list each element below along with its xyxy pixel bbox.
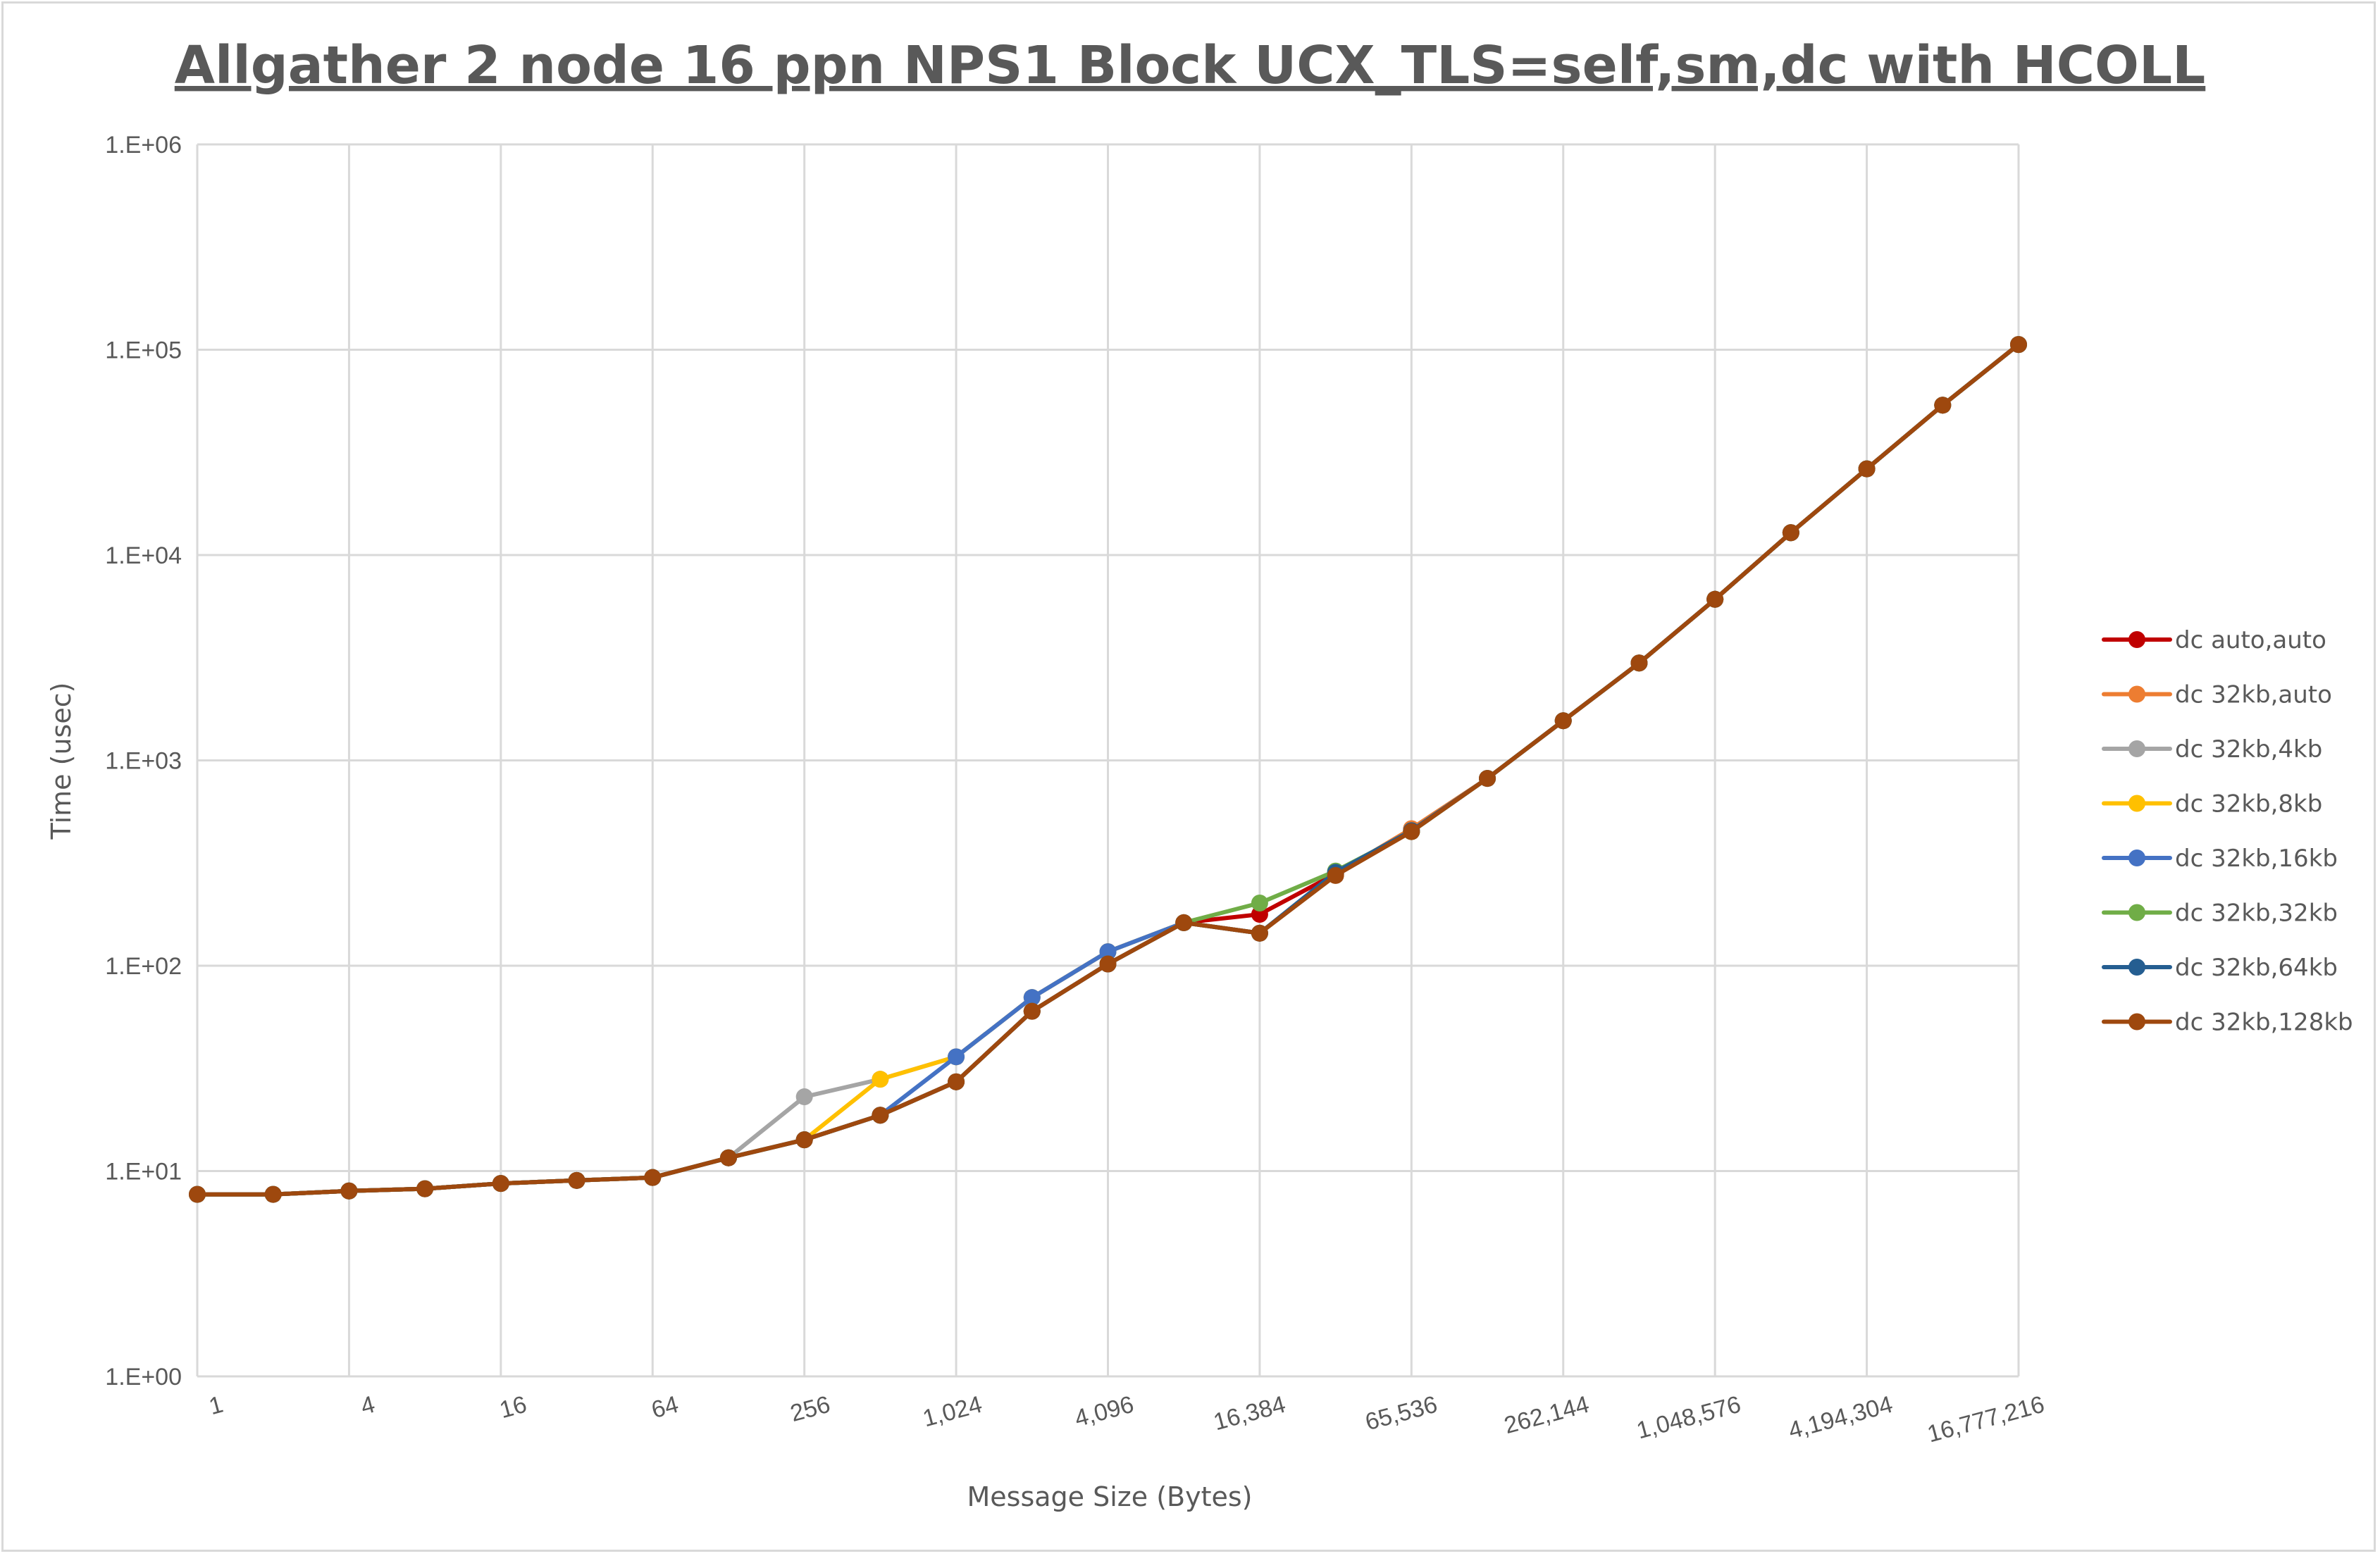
legend-label: dc 32kb,64kb	[2175, 954, 2338, 982]
data-point	[1706, 590, 1724, 608]
x-tick-label: 4,096	[1072, 1391, 1136, 1433]
y-axis-title: Time (usec)	[46, 683, 77, 840]
data-point	[568, 1171, 585, 1189]
x-tick-label: 1,048,576	[1634, 1391, 1744, 1445]
x-axis-ticks: 1 4 16 64 256 1,024 4,096 16,384 65,536 262,144 1,…	[206, 1391, 2047, 1448]
data-point	[1479, 770, 1496, 788]
y-tick-label: 1.E+01	[105, 1159, 182, 1185]
legend-label: dc 32kb,128kb	[2175, 1009, 2353, 1037]
data-point	[1099, 955, 1117, 973]
data-point	[644, 1169, 662, 1186]
x-tick-label: 256	[788, 1391, 833, 1427]
legend-marker	[2128, 904, 2145, 921]
chart-title: Allgather 2 node 16 ppn NPS1 Block UCX_T…	[175, 35, 2206, 96]
data-point	[1934, 397, 1952, 414]
legend-item: dc 32kb,32kb	[2102, 900, 2338, 928]
x-axis-title: Message Size (Bytes)	[967, 1481, 1253, 1512]
legend-item: dc 32kb,64kb	[2102, 954, 2338, 982]
data-point	[492, 1175, 509, 1193]
data-point	[1023, 1002, 1041, 1020]
legend-item: dc 32kb,16kb	[2102, 845, 2338, 873]
data-point	[719, 1149, 737, 1166]
data-point	[795, 1131, 813, 1149]
x-tick-label: 16	[497, 1391, 529, 1424]
legend-item: dc 32kb,128kb	[2102, 1009, 2353, 1037]
legend-label: dc 32kb,32kb	[2175, 900, 2338, 928]
x-tick-label: 4	[358, 1391, 378, 1421]
y-tick-label: 1.E+03	[105, 748, 182, 775]
y-tick-label: 1.E+05	[105, 337, 182, 364]
data-point	[1175, 914, 1193, 931]
x-tick-label: 64	[649, 1391, 681, 1424]
y-tick-label: 1.E+02	[105, 953, 182, 980]
data-point	[1099, 943, 1117, 961]
x-tick-label: 4,194,304	[1785, 1391, 1895, 1445]
data-point	[1782, 524, 1799, 542]
x-tick-label: 1,024	[920, 1391, 985, 1433]
legend-item: dc auto,auto	[2102, 626, 2326, 654]
data-point	[1251, 924, 1268, 942]
x-tick-label: 1	[206, 1391, 226, 1421]
legend: dc auto,auto dc 32kb,auto dc 32kb,4kb dc 32…	[2102, 626, 2353, 1037]
data-point	[1251, 894, 1268, 911]
legend-item: dc 32kb,4kb	[2102, 735, 2322, 764]
series-7	[189, 336, 2027, 1203]
data-point	[1858, 460, 1876, 478]
legend-marker	[2128, 631, 2145, 648]
x-tick-label: 16,777,216	[1924, 1391, 2047, 1448]
data-point	[948, 1048, 965, 1066]
legend-marker	[2128, 795, 2145, 812]
legend-label: dc 32kb,4kb	[2175, 735, 2322, 764]
data-point	[2010, 336, 2027, 354]
data-point	[795, 1088, 813, 1106]
data-point	[872, 1107, 889, 1124]
data-point	[872, 1071, 889, 1088]
y-axis-ticks: 1.E+00 1.E+01 1.E+02 1.E+03 1.E+04 1.E+05 1.E+…	[105, 132, 182, 1390]
data-point	[1403, 823, 1420, 840]
x-tick-label: 65,536	[1363, 1391, 1440, 1436]
gridlines	[196, 143, 2020, 1378]
y-tick-label: 1.E+04	[105, 542, 182, 569]
legend-marker	[2128, 685, 2145, 703]
data-point	[189, 1185, 206, 1203]
data-point	[264, 1185, 282, 1203]
data-point	[948, 1073, 965, 1090]
series-group	[189, 336, 2027, 1203]
data-point	[1630, 654, 1648, 672]
legend-label: dc 32kb,auto	[2175, 681, 2332, 709]
data-point	[1023, 989, 1041, 1007]
x-tick-label: 16,384	[1210, 1391, 1288, 1436]
x-tick-label: 262,144	[1501, 1391, 1592, 1440]
legend-item: dc 32kb,auto	[2102, 681, 2332, 709]
legend-marker	[2128, 740, 2145, 757]
y-tick-label: 1.E+00	[105, 1364, 182, 1390]
legend-label: dc auto,auto	[2175, 626, 2326, 654]
data-point	[340, 1182, 358, 1200]
data-point	[1327, 866, 1344, 884]
legend-label: dc 32kb,16kb	[2175, 845, 2338, 873]
legend-marker	[2128, 1013, 2145, 1031]
y-tick-label: 1.E+06	[105, 132, 182, 158]
data-point	[1554, 712, 1572, 730]
legend-item: dc 32kb,8kb	[2102, 790, 2322, 819]
legend-label: dc 32kb,8kb	[2175, 790, 2322, 819]
legend-marker	[2128, 959, 2145, 976]
data-point	[416, 1180, 434, 1197]
legend-marker	[2128, 849, 2145, 866]
